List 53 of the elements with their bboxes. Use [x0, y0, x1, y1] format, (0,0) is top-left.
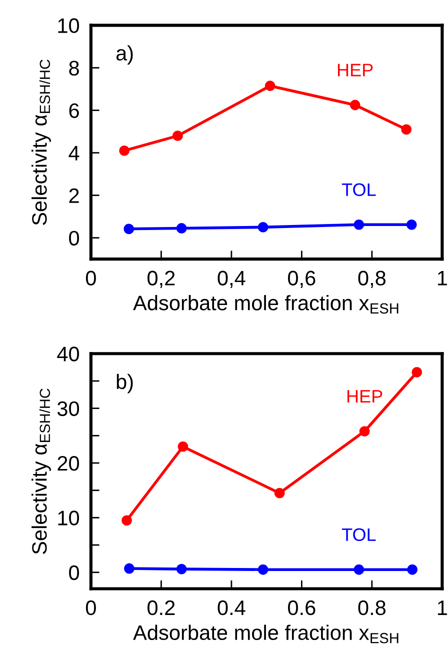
point [350, 100, 360, 110]
x-axis-title: Adsorbate mole fraction x$_{ESH}$ [133, 624, 398, 644]
y-axis-title: Selectivity α$_{ESH/HC}$ [32, 60, 51, 225]
point [178, 441, 188, 452]
point [407, 564, 418, 575]
x-tick-label: 0 [86, 270, 96, 286]
point [354, 564, 364, 575]
annotation: a) [116, 45, 133, 65]
point [258, 222, 268, 232]
series-label: HEP [338, 64, 373, 76]
y-tick-label: 4 [68, 146, 80, 160]
point [176, 564, 187, 574]
point [406, 219, 417, 230]
x-tick-label: 0 [86, 600, 96, 616]
x-tick-label: 0,2 [148, 270, 175, 288]
point [122, 515, 132, 526]
x-tick-label: 0.6 [288, 600, 316, 616]
series-label: HEP [347, 390, 382, 403]
series-label: TOL [342, 183, 376, 196]
point [401, 124, 412, 135]
point [264, 80, 276, 92]
point [359, 426, 370, 436]
point [124, 563, 134, 574]
x-tick-label: 1 [438, 600, 447, 615]
y-tick-label: 40 [57, 346, 80, 362]
point [119, 145, 130, 156]
point [258, 564, 268, 575]
y-tick-label: 6 [69, 103, 79, 118]
y-tick-label: 20 [58, 456, 80, 471]
y-tick-label: 10 [58, 18, 80, 34]
y-tick-label: 0 [69, 230, 80, 246]
x-tick-label: 1 [438, 270, 447, 286]
y-tick-label: 10 [58, 510, 80, 526]
y-tick-label: 0 [69, 565, 80, 580]
x-tick-label: 0.8 [358, 600, 386, 616]
x-tick-label: 0,6 [288, 270, 316, 288]
x-tick-label: 0.4 [218, 600, 246, 616]
point [354, 219, 364, 230]
series-label: TOL [342, 528, 376, 542]
x-tick-label: 0.2 [148, 600, 175, 616]
x-axis-title: Adsorbate mole fraction x$_{ESH}$ [133, 295, 398, 314]
y-tick-label: 8 [69, 60, 79, 76]
point [124, 224, 134, 234]
point [172, 130, 183, 142]
point [176, 223, 187, 234]
x-tick-label: 0,4 [218, 270, 246, 288]
point [274, 488, 285, 498]
y-tick-label: 2 [69, 188, 79, 203]
x-tick-label: 0,8 [358, 270, 386, 288]
y-axis-title: Selectivity α$_{ESH/HC}$ [32, 388, 51, 554]
y-tick-label: 30 [57, 401, 80, 416]
point [412, 367, 422, 378]
annotation: b) [116, 374, 133, 394]
